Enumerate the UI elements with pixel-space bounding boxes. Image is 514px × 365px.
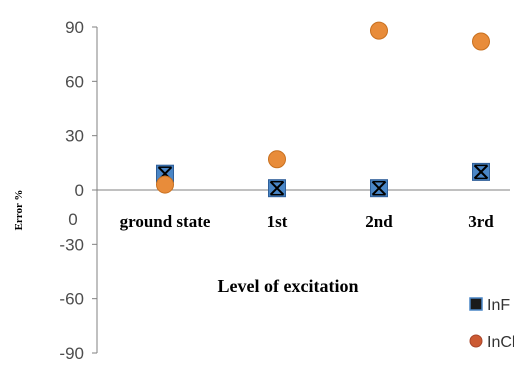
x-axis-title: Level of excitation [218, 276, 359, 296]
category-labels: 0 ground state 1st 2nd 3rd [68, 210, 494, 231]
y-tick-label: 30 [65, 127, 84, 146]
category-label: 3rd [468, 212, 494, 231]
data-point-inf [370, 179, 388, 198]
y-axis-title: Error % [13, 190, 25, 231]
y-tick-label: -60 [59, 290, 84, 309]
legend: InF InCl [469, 297, 514, 351]
legend-label-inf: InF [487, 297, 510, 314]
data-points [156, 21, 490, 198]
legend-label-incl: InCl [487, 334, 514, 351]
category-label: 2nd [365, 212, 393, 231]
y-tick-label: -90 [59, 344, 84, 363]
y-tick-label: -30 [59, 235, 84, 254]
data-point-inf [268, 179, 286, 198]
category-label: ground state [120, 212, 211, 231]
y-tick-label: 90 [65, 18, 84, 37]
legend-marker-inf [469, 297, 483, 311]
y-tick-label: 0 [75, 181, 84, 200]
y-tick-label: 60 [65, 72, 84, 91]
data-point-incl [472, 32, 490, 51]
data-point-incl [156, 175, 174, 194]
category-label: 1st [267, 212, 288, 231]
data-point-incl [370, 21, 388, 40]
data-point-incl [268, 150, 286, 169]
data-point-inf [472, 162, 490, 181]
x-origin-label: 0 [68, 210, 77, 229]
y-tick-labels: 90 60 30 0 -30 -60 -90 [59, 18, 97, 363]
legend-marker-incl [469, 334, 483, 348]
